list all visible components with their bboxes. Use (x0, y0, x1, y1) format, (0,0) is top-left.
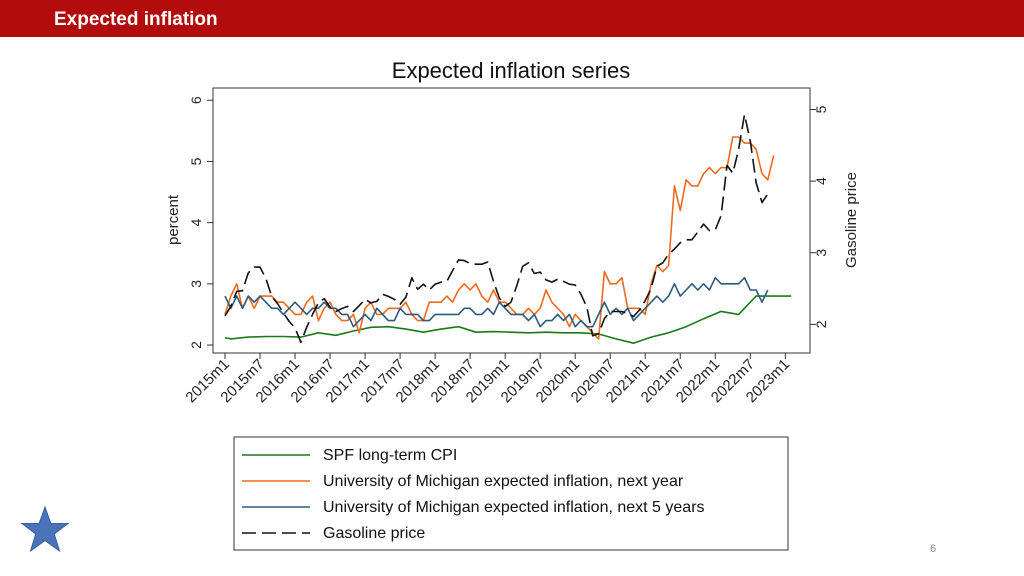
series-line-1 (224, 295, 792, 345)
y-tick-label: 5 (188, 157, 204, 165)
y-axis-label: percent (165, 194, 182, 245)
chart-title: Expected inflation series (392, 58, 630, 83)
series-line-2 (224, 136, 775, 340)
header-bar (0, 0, 1024, 37)
y-tick-label: 2 (188, 341, 204, 349)
y2-tick-label: 4 (813, 177, 829, 185)
legend-label: Gasoline price (323, 525, 425, 542)
legend-label: University of Michigan expected inflatio… (323, 499, 705, 516)
page-number: 6 (930, 543, 937, 555)
legend-items: SPF long-term CPI University of Michigan … (242, 447, 705, 542)
y2-tick-label: 2 (813, 320, 829, 328)
legend-box (233, 436, 789, 551)
y-tick-label: 6 (188, 96, 204, 104)
y-tick-label: 4 (188, 219, 204, 227)
slide-title: Expected inflation (54, 9, 218, 30)
y2-axis-label: Gasoline price (843, 172, 860, 268)
y-tick-label: 3 (188, 280, 204, 288)
star-icon (20, 505, 70, 553)
series-line-4 (224, 113, 769, 344)
plot-frame (212, 87, 811, 354)
y2-tick-label: 3 (813, 249, 829, 257)
legend-label: University of Michigan expected inflatio… (323, 473, 684, 490)
legend: SPF long-term CPI University of Michigan … (233, 436, 789, 551)
series-group (224, 113, 792, 345)
legend-label: SPF long-term CPI (323, 447, 457, 464)
y2-tick-label: 5 (813, 105, 829, 113)
